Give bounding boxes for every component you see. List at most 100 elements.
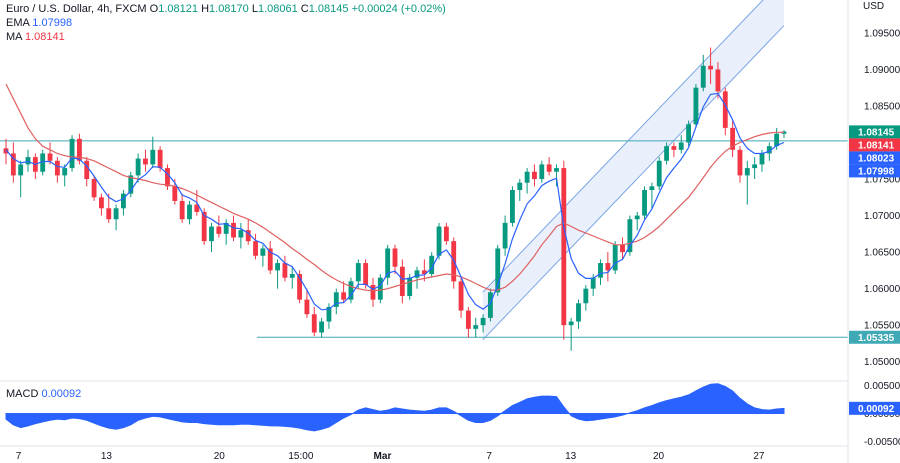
candle-body <box>18 164 24 176</box>
candle-body <box>150 149 156 165</box>
candle-body <box>458 281 464 311</box>
price-tick-label: 1.07500 <box>864 175 900 186</box>
ohlc-close-value: 1.08145 <box>308 3 349 15</box>
macd-badge <box>849 401 900 415</box>
candle-body <box>297 274 303 300</box>
candle-body <box>76 138 82 161</box>
candle-body <box>436 226 442 256</box>
candle-body <box>319 321 325 333</box>
candle-body <box>143 158 148 165</box>
candle-body <box>730 127 736 150</box>
candle-body <box>392 248 398 267</box>
candle-body <box>84 160 90 180</box>
candle-body <box>10 153 16 176</box>
candle-body <box>223 222 229 234</box>
candle-body <box>62 168 68 176</box>
candle-body <box>326 306 332 322</box>
ma-legend[interactable]: MA 1.08141 <box>6 30 65 44</box>
candle-body <box>642 190 647 216</box>
candle-body <box>260 248 266 256</box>
candle-body <box>766 146 772 154</box>
candle-body <box>157 149 163 169</box>
macd-tick-label: 0.00500 <box>864 381 900 392</box>
currency-label: USD <box>863 1 884 12</box>
ohlc-open-label: O <box>149 3 159 15</box>
time-tick-label: 7 <box>486 451 492 462</box>
macd-value-badge: 0.00092 <box>849 401 900 415</box>
candle-body <box>216 226 222 234</box>
candle-body <box>568 321 574 326</box>
uptrend-channel[interactable] <box>482 0 784 340</box>
candle-body <box>106 208 112 220</box>
price-tick-label: 1.07000 <box>864 211 900 222</box>
ema-legend[interactable]: EMA 1.07998 <box>6 16 72 30</box>
candle-body <box>686 124 692 143</box>
symbol-title[interactable]: Euro / U.S. Dollar, 4h, FXCM <box>6 3 147 15</box>
candle-body <box>3 148 9 154</box>
price-tick-label: 1.05500 <box>864 321 900 332</box>
price-badge-label: 1.05335 <box>858 333 895 344</box>
candle-body <box>128 175 134 194</box>
candle-body <box>554 168 559 172</box>
price-badge-label: 1.08141 <box>858 140 895 151</box>
time-tick-label: 20 <box>214 451 226 462</box>
price-axis[interactable]: 1.095001.090001.085001.080001.075001.070… <box>864 28 900 368</box>
time-tick-label: 7 <box>16 451 22 462</box>
candle-body <box>473 325 479 329</box>
candle-body <box>25 157 31 165</box>
candle-body <box>289 274 295 278</box>
candle-body <box>715 69 721 92</box>
candle-body <box>598 263 603 278</box>
candle-body <box>627 219 633 253</box>
candle-body <box>583 288 589 304</box>
candle-body <box>465 310 471 329</box>
price-badge-label: 1.07998 <box>858 166 895 177</box>
ohlc-low-label: L <box>251 3 258 15</box>
candle-body <box>576 303 581 322</box>
price-tick-label: 1.05000 <box>864 357 900 368</box>
candle-body <box>311 314 317 333</box>
candle-body <box>253 241 258 256</box>
time-axis[interactable]: 7 13 20 15:00 Mar 7 13 20 27 <box>16 451 765 462</box>
time-tick-label: 13 <box>101 451 113 462</box>
channel-lower-edge[interactable] <box>482 25 785 341</box>
candle-body <box>91 179 97 198</box>
candle-body <box>421 270 427 275</box>
price-badges: 1.08145 1.08141 1.08023 1.07998 1.05335 <box>849 125 900 344</box>
candle-body <box>605 263 611 271</box>
candle-body <box>774 133 780 147</box>
macd-legend[interactable]: MACD 0.00092 <box>6 387 81 401</box>
candle-body <box>590 277 596 289</box>
ema-label: EMA <box>6 17 30 29</box>
candle-body <box>708 65 714 70</box>
candle-body <box>121 193 126 209</box>
price-tick-label: 1.08500 <box>864 101 900 112</box>
macd-label: MACD <box>6 388 39 400</box>
candle-body <box>209 226 214 242</box>
candle-body <box>165 168 170 187</box>
candle-body <box>69 138 75 169</box>
macd-badge-label: 0.00092 <box>858 404 895 415</box>
ohlc-open-value: 1.08121 <box>158 3 198 15</box>
candle-body <box>267 248 273 271</box>
candle-body <box>517 182 523 190</box>
price-badge <box>849 164 900 178</box>
price-tick-label: 1.09000 <box>864 65 900 76</box>
candle-body <box>532 171 537 180</box>
channel-upper-edge[interactable] <box>482 0 784 293</box>
candle-body <box>407 277 413 296</box>
time-tick-label: Mar <box>374 451 392 462</box>
candle-body <box>744 168 750 176</box>
time-tick-label: 27 <box>753 451 765 462</box>
time-tick-label: 13 <box>565 451 577 462</box>
candle-body <box>759 153 765 165</box>
ma-value: 1.08141 <box>24 31 65 43</box>
ma-label: MA <box>6 31 22 43</box>
price-badge-label: 1.08023 <box>858 153 895 164</box>
candle-body <box>524 171 530 183</box>
candle-body <box>671 146 677 150</box>
candle-body <box>54 160 60 176</box>
price-badge-label: 1.08145 <box>858 127 895 138</box>
